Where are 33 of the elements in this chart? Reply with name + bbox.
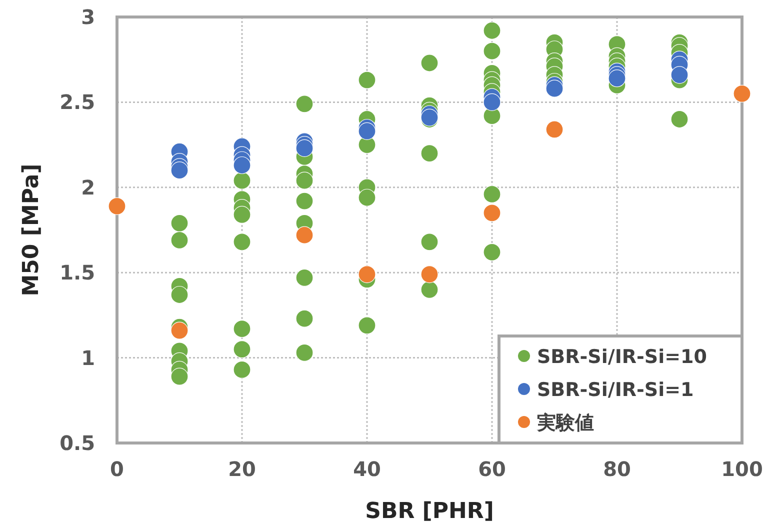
point [670, 66, 688, 84]
legend-label: 実験値 [536, 412, 594, 434]
point [358, 122, 376, 140]
point [108, 197, 126, 215]
point [483, 93, 501, 111]
point [546, 120, 564, 138]
x-tick-label: 100 [721, 457, 763, 481]
legend-label: SBR-Si/IR-Si=10 [537, 346, 707, 368]
point [170, 162, 188, 180]
x-tick-label: 0 [110, 457, 124, 481]
y-tick-label: 1.5 [60, 260, 95, 285]
point [233, 156, 251, 174]
legend-label: SBR-Si/IR-Si=1 [537, 379, 694, 401]
y-tick-label: 1 [81, 346, 95, 370]
y-tick-label: 0.5 [60, 431, 95, 455]
point [170, 322, 188, 340]
x-tick-label: 80 [603, 457, 631, 481]
x-tick-label: 40 [353, 457, 381, 481]
point [546, 80, 564, 98]
point [296, 139, 314, 158]
x-axis-title: SBR [PHR] [365, 499, 494, 524]
point [420, 266, 438, 284]
x-tick-label: 20 [228, 457, 256, 481]
y-axis-title: M50 [MPa] [19, 164, 44, 296]
point [608, 70, 626, 88]
y-tick-label: 2.5 [60, 90, 95, 114]
y-tick-label: 2 [81, 175, 95, 200]
point [296, 226, 314, 244]
y-tick-label: 3 [81, 5, 95, 29]
point [483, 204, 501, 222]
point [358, 266, 376, 284]
point [733, 84, 751, 102]
x-tick-label: 60 [478, 457, 506, 481]
